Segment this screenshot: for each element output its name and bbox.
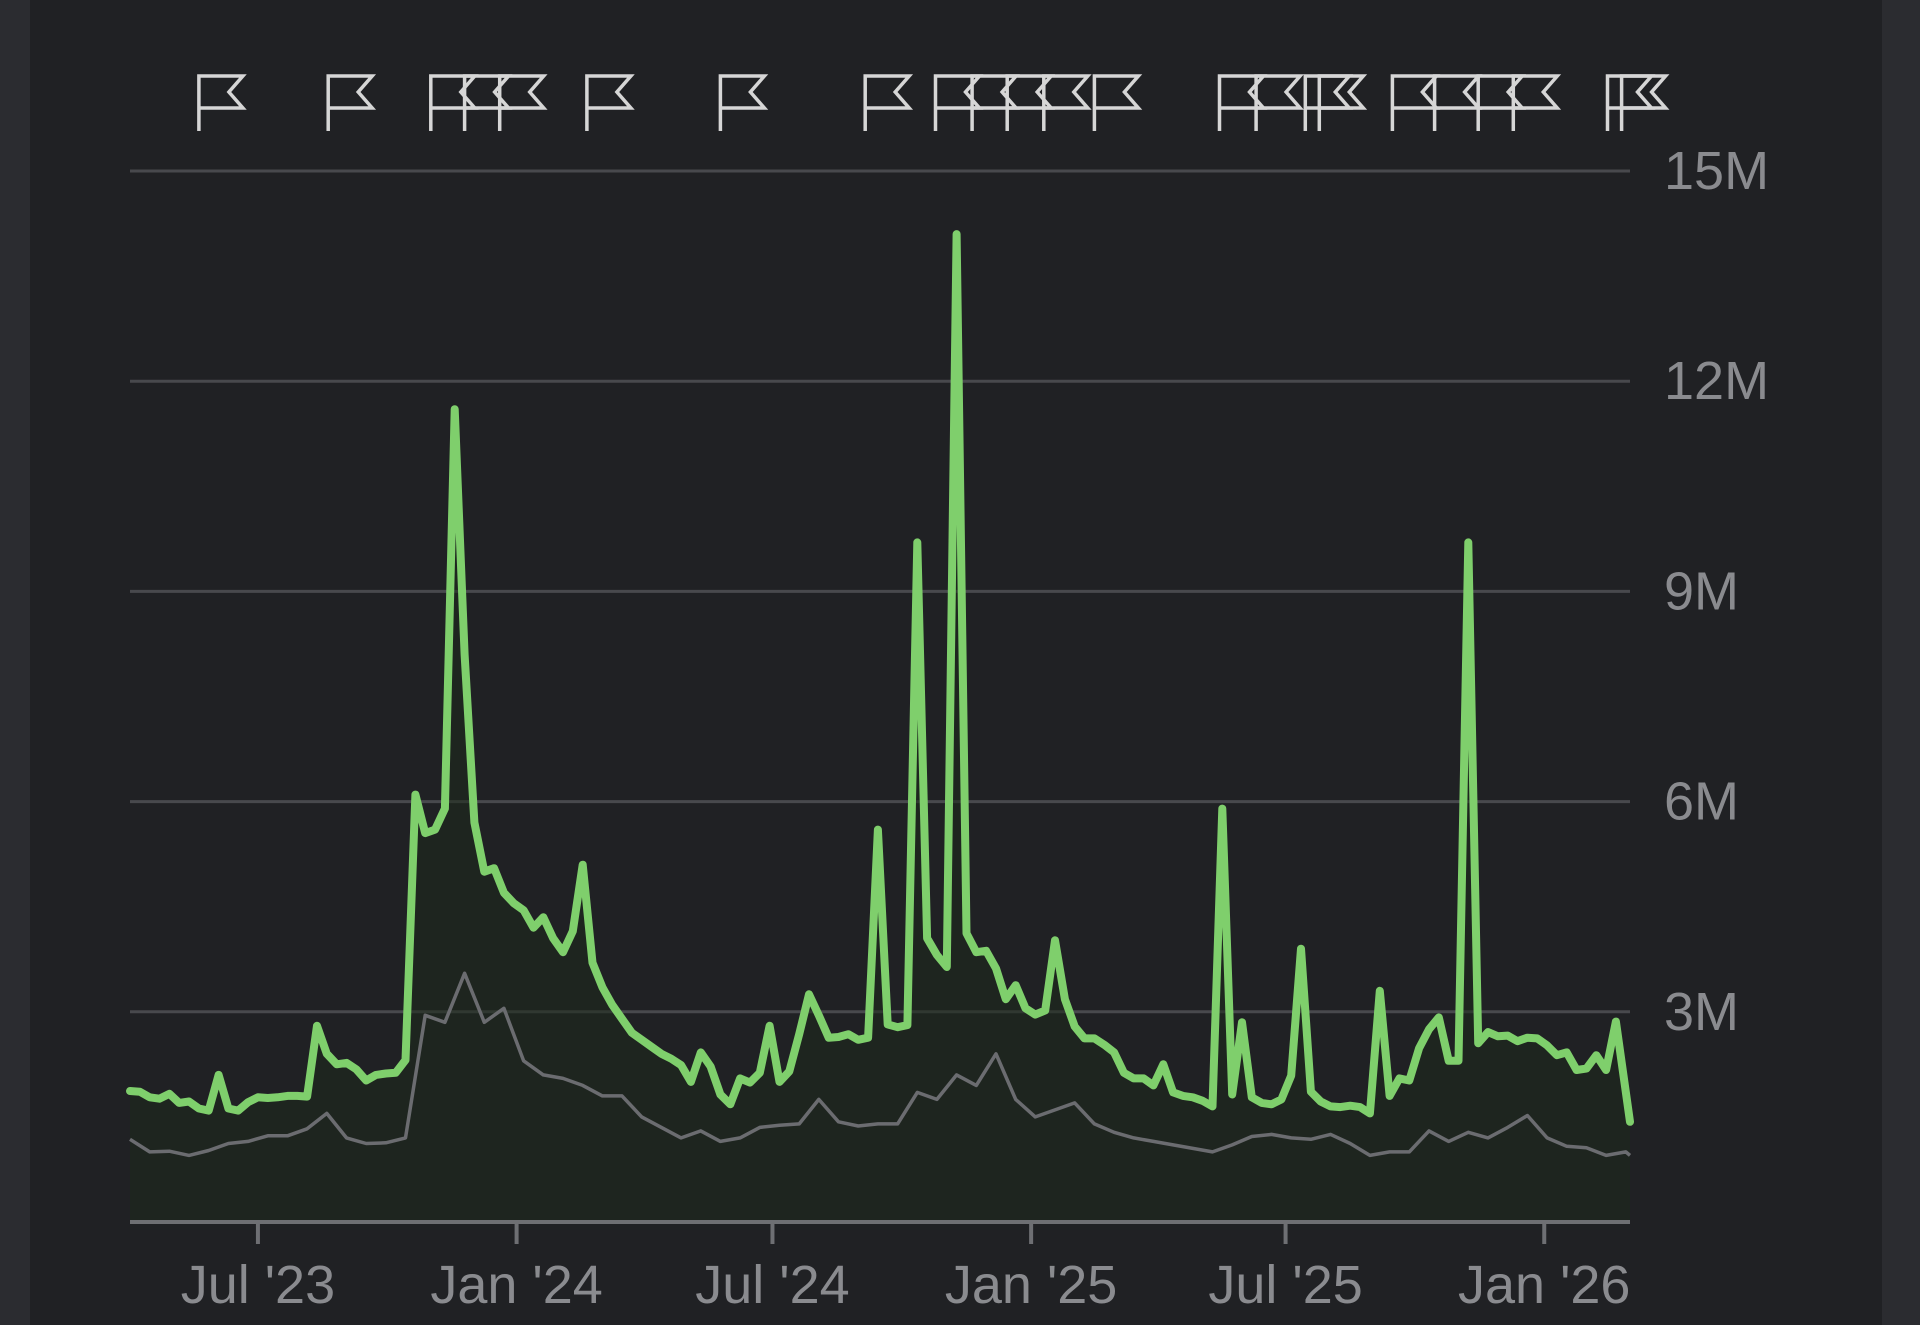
y-tick-label: 15M: [1664, 141, 1769, 201]
chart-panel: 3M 6M 9M 12M 15M Jul '23 Jan '24 Jul '24 Jan '25…: [30, 0, 1882, 1325]
flag-icon: [1042, 74, 1092, 131]
y-tick-label: 9M: [1664, 561, 1739, 621]
flag-layer: [197, 74, 1670, 131]
flag-icon: [1511, 74, 1562, 131]
x-tick-label: Jan '24: [430, 1255, 602, 1315]
area-layer: [130, 234, 1630, 1223]
flag-icon: [197, 74, 247, 131]
flag-icon: [1303, 74, 1354, 131]
y-tick-label: 3M: [1664, 982, 1739, 1042]
x-tick-label: Jan '25: [945, 1255, 1117, 1315]
flag-icon: [1092, 74, 1143, 131]
flag-icon: [1605, 74, 1656, 131]
flag-icon: [1390, 74, 1441, 131]
secondary-series-line: [129, 971, 1632, 1158]
flag-icon: [497, 74, 548, 131]
flag-icon: [1619, 74, 1670, 131]
flag-icon: [863, 74, 914, 131]
flag-icon: [585, 74, 635, 131]
primary-series-area: [130, 234, 1630, 1223]
flag-icon: [1254, 74, 1304, 131]
y-tick-label: 12M: [1664, 351, 1769, 411]
flag-icon: [1432, 74, 1483, 131]
x-tick-label: Jan '26: [1458, 1255, 1630, 1315]
y-tick-label: 6M: [1664, 772, 1739, 832]
chart: 3M 6M 9M 12M 15M Jul '23 Jan '24 Jul '24 Jan '25…: [126, 74, 1769, 1315]
flag-icon: [1476, 74, 1527, 131]
primary-series-line: [126, 230, 1634, 1126]
axis-layer: 3M 6M 9M 12M 15M Jul '23 Jan '24 Jul '24 Jan '25…: [130, 141, 1769, 1315]
flag-icon: [429, 74, 479, 131]
flag-icon: [1317, 74, 1368, 131]
x-tick-label: Jul '25: [1208, 1255, 1362, 1315]
x-tick-label: Jul '23: [181, 1255, 335, 1315]
flag-icon: [970, 74, 1020, 131]
flag-icon: [326, 74, 377, 131]
x-tick-label: Jul '24: [695, 1255, 849, 1315]
flag-icon: [718, 74, 769, 131]
line-layer: [126, 230, 1634, 1158]
